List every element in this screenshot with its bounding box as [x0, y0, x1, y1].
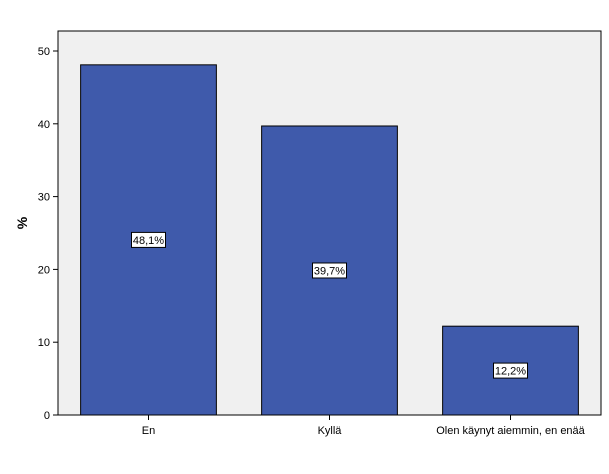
data-label-box — [131, 231, 166, 248]
y-tick-label: 0 — [44, 410, 50, 422]
x-tick-label: Kyllä — [318, 425, 343, 437]
y-tick-label: 40 — [38, 119, 50, 131]
y-tick-label: 30 — [38, 192, 50, 204]
y-tick-label: 20 — [38, 264, 50, 276]
x-tick-label: En — [142, 425, 155, 437]
x-axis: En Kyllä Olen käynyt aiemmin, en enää — [142, 415, 586, 437]
x-tick-label: Olen käynyt aiemmin, en enää — [436, 425, 585, 437]
data-label-box — [493, 362, 528, 379]
data-label: 48,1% — [133, 235, 164, 247]
data-label-box — [312, 262, 347, 279]
data-label: 12,2% — [495, 366, 526, 378]
y-tick-label: 10 — [38, 337, 50, 349]
data-label: 39,7% — [314, 265, 345, 277]
y-tick-label: 50 — [38, 46, 50, 58]
y-axis: 0 10 20 30 40 50 — [38, 46, 58, 422]
bars-group: 48,1% 39,7% 12,2% — [80, 64, 579, 416]
y-axis-label: % — [14, 216, 30, 229]
